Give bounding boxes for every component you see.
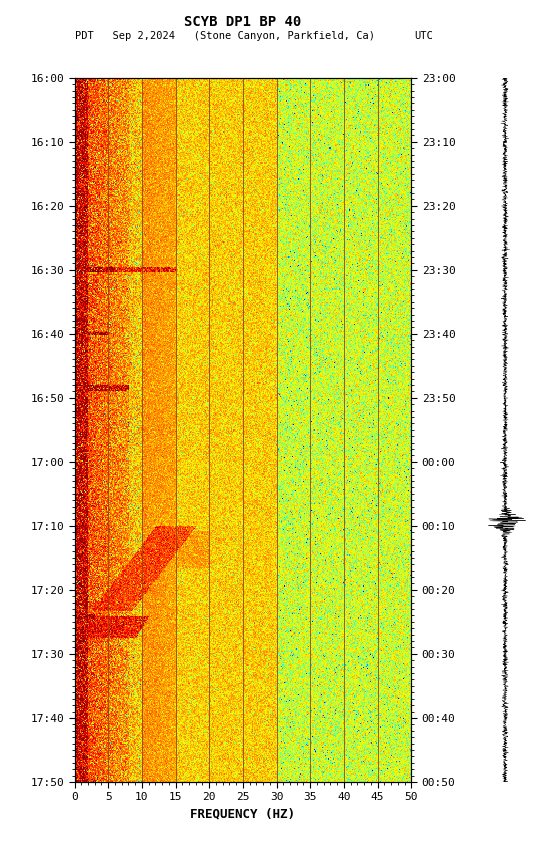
X-axis label: FREQUENCY (HZ): FREQUENCY (HZ) (190, 808, 295, 821)
Text: PDT   Sep 2,2024   (Stone Canyon, Parkfield, Ca): PDT Sep 2,2024 (Stone Canyon, Parkfield,… (75, 31, 374, 41)
Text: UTC: UTC (414, 31, 433, 41)
Text: SCYB DP1 BP 40: SCYB DP1 BP 40 (184, 15, 301, 29)
